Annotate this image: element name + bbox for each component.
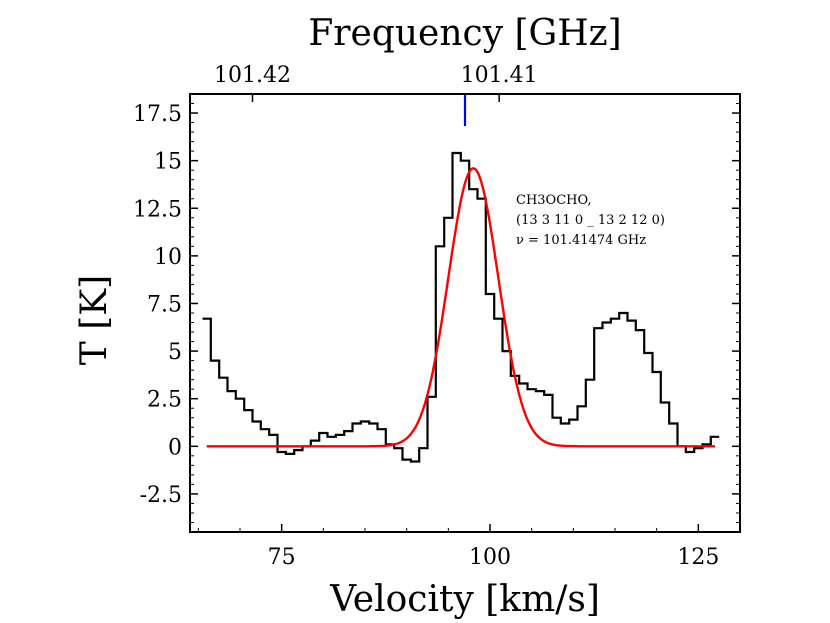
top-tick-label: 101.41 [461, 63, 538, 88]
y-tick-label: 0 [168, 435, 182, 460]
spectrum-series [202, 151, 720, 463]
annotation-frequency: ν = 101.41474 GHz [516, 233, 646, 248]
annotation-transition: (13 3 11 0 _ 13 2 12 0) [516, 213, 665, 228]
top-tick-label: 101.42 [214, 63, 291, 88]
x-axis-title: Velocity [km/s] [329, 579, 600, 620]
plot-content [202, 94, 720, 463]
x-tick-label: 125 [677, 545, 719, 570]
y-tick-label: -2.5 [140, 483, 182, 508]
y-tick-label: 2.5 [147, 388, 182, 413]
top-axis-title: Frequency [GHz] [308, 13, 621, 54]
y-tick-label: 15 [154, 150, 182, 175]
x-tick-label: 100 [469, 545, 511, 570]
y-tick-label: 10 [154, 245, 182, 270]
y-tick-label: 5 [168, 340, 182, 365]
annotation-species: CH3OCHO, [516, 193, 592, 208]
line-annotation: CH3OCHO, (13 3 11 0 _ 13 2 12 0) ν = 101… [516, 193, 665, 248]
gaussian-fit-series [206, 167, 715, 448]
x-tick-label: 75 [268, 545, 296, 570]
y-axis-title: T [K] [74, 275, 115, 365]
ticks-layer: -2.5 0 2.5 5 7.5 10 12.5 15 17.5 75 100 125 101.42 10… [133, 63, 741, 570]
y-tick-label: 7.5 [147, 292, 182, 317]
y-tick-label: 12.5 [133, 197, 182, 222]
y-tick-label: 17.5 [133, 102, 182, 127]
